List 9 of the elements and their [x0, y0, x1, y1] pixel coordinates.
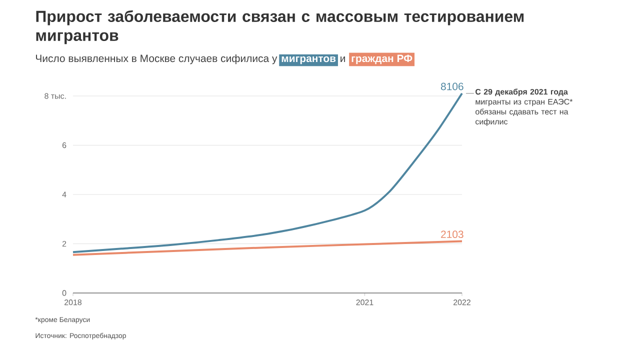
line-series [72, 92, 464, 254]
chart-title: Прирост заболеваемости связан с массовым тестированием мигрантов [36, 10, 524, 44]
line-series [72, 240, 464, 256]
annotation: 8106 [440, 82, 464, 90]
annotation: 2103 [441, 230, 464, 238]
chart-subtitle: Число выявленных в Москве случаев сифилиса у [36, 54, 278, 64]
text: и [340, 56, 345, 62]
text: мигрантов [282, 56, 336, 64]
text: граждан РФ [352, 54, 412, 64]
